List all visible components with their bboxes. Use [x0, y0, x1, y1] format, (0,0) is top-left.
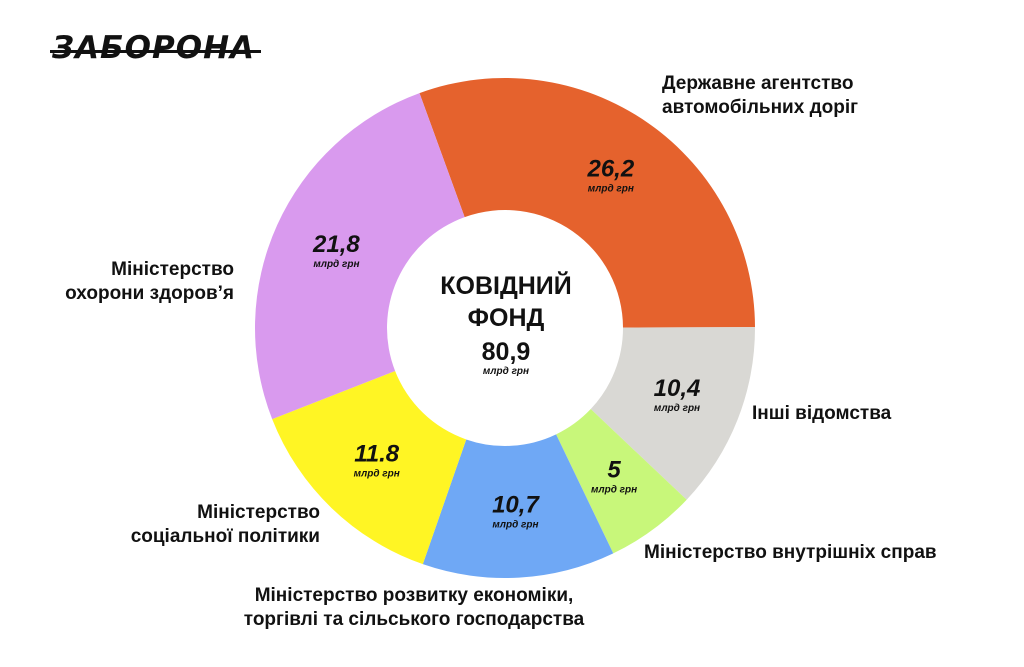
segment-label-social-line1: Міністерство	[197, 502, 320, 523]
slice-value-label-3: 10,7	[492, 492, 540, 519]
center-total-value: 80,9	[482, 338, 531, 366]
segment-label-roads: Державне агентство автомобільних доріг	[662, 72, 858, 120]
segment-label-interior-line1: Міністерство внутрішніх справ	[644, 542, 937, 563]
segment-label-economy: Міністерство розвитку економіки, торгівл…	[216, 584, 612, 632]
donut-slice-0	[419, 77, 755, 328]
brand-logo: ЗАБОРОНА	[50, 30, 262, 66]
slice-unit-label-3: млрд грн	[492, 520, 538, 531]
segment-label-economy-line2: торгівлі та сільського господарства	[243, 609, 585, 630]
segment-label-roads-line1: Державне агентство	[662, 73, 854, 94]
slice-value-label-4: 11.8	[354, 440, 400, 467]
segment-label-other: Інші відомства	[752, 402, 891, 426]
slice-value-label-0: 26,2	[586, 155, 634, 182]
slice-unit-label-0: млрд грн	[588, 183, 634, 194]
segment-label-interior: Міністерство внутрішніх справ	[644, 541, 937, 565]
segment-label-health-line2: охорони здоров’я	[65, 283, 234, 304]
slice-unit-label-5: млрд грн	[313, 259, 359, 270]
donut-slice-5	[255, 93, 465, 420]
slice-value-label-2: 5	[607, 456, 621, 483]
donut-slice-3	[422, 434, 614, 578]
donut-slice-4	[272, 370, 467, 565]
center-title-line2: ФОНД	[468, 304, 545, 332]
donut-slice-1	[590, 327, 756, 500]
brand-logo-text: ЗАБОРОНА	[52, 30, 256, 66]
slice-unit-label-4: млрд грн	[354, 468, 400, 479]
slice-unit-label-2: млрд грн	[591, 484, 637, 495]
segment-label-health: Міністерство охорони здоров’я	[30, 258, 234, 306]
segment-label-economy-line1: Міністерство розвитку економіки,	[254, 585, 574, 606]
segment-label-health-line1: Міністерство	[111, 259, 234, 280]
donut-slice-2	[556, 409, 687, 554]
segment-label-roads-line2: автомобільних доріг	[662, 97, 859, 118]
segment-label-social: Міністерство соціальної політики	[100, 501, 320, 549]
segment-label-social-line2: соціальної політики	[130, 526, 320, 547]
slice-unit-label-1: млрд грн	[654, 403, 700, 414]
segment-label-other-line1: Інші відомства	[752, 403, 892, 424]
slice-value-label-1: 10,4	[654, 375, 701, 402]
logo-underline	[50, 50, 262, 53]
slice-value-label-5: 21,8	[312, 231, 360, 258]
center-title-line1: КОВІДНИЙ	[440, 270, 572, 300]
center-total-unit: млрд грн	[483, 366, 529, 377]
